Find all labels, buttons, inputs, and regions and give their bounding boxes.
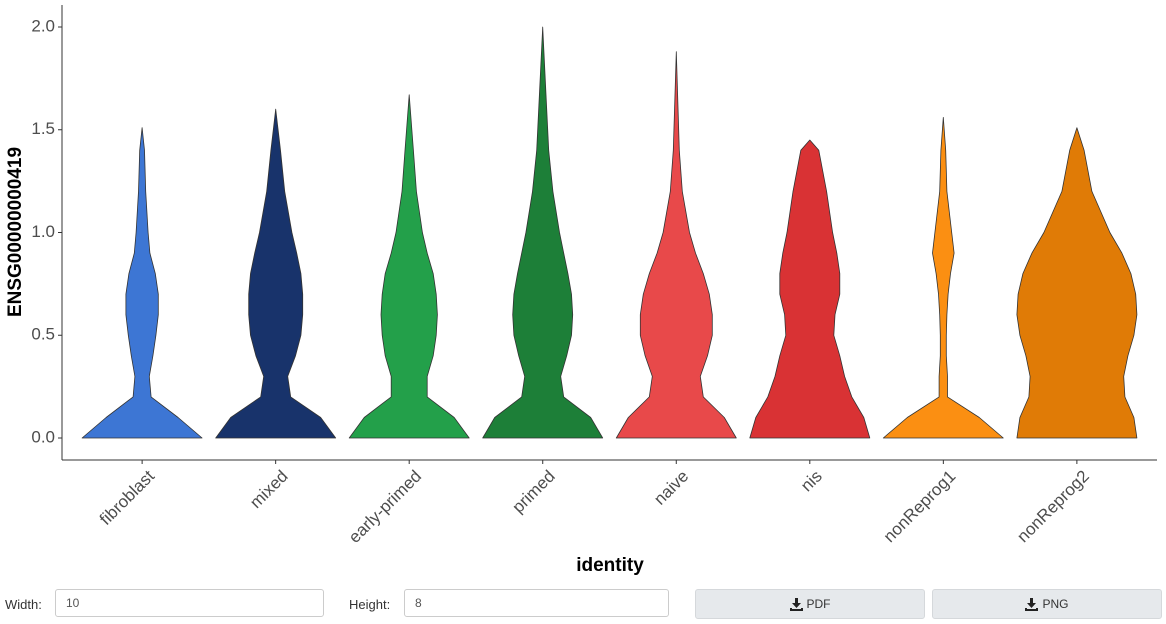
violin bbox=[348, 94, 470, 439]
violin bbox=[81, 127, 203, 439]
pdf-label: PDF bbox=[806, 597, 831, 611]
violin bbox=[1016, 127, 1138, 439]
y-tick-label: 0.0 bbox=[31, 427, 55, 446]
width-label: Width: bbox=[5, 596, 42, 612]
width-input[interactable]: 10 bbox=[55, 589, 324, 617]
download-icon bbox=[789, 597, 803, 611]
download-icon bbox=[1025, 597, 1039, 611]
x-tick-label: primed bbox=[509, 467, 559, 517]
chart: identity ENSG00000000419 0.0 0.5 1.0 1.5 2.0… bbox=[5, 5, 1157, 576]
y-tick-label: 2.0 bbox=[31, 16, 55, 35]
png-button[interactable]: PNG bbox=[932, 589, 1162, 619]
y-axis-label: ENSG00000000419 bbox=[5, 147, 26, 317]
violin bbox=[215, 108, 337, 439]
x-tick-label: nonReprog1 bbox=[880, 467, 960, 547]
x-tick-label: fibroblast bbox=[96, 466, 158, 528]
x-tick-label: mixed bbox=[246, 467, 292, 513]
x-tick-label: nis bbox=[797, 467, 826, 496]
violin bbox=[615, 51, 737, 439]
violin bbox=[882, 117, 1004, 439]
x-axis-label: identity bbox=[576, 555, 644, 576]
height-label: Height: bbox=[349, 596, 391, 612]
violin bbox=[482, 26, 604, 439]
y-tick-label: 1.0 bbox=[31, 222, 55, 241]
png-label: PNG bbox=[1042, 597, 1069, 611]
violin bbox=[749, 139, 871, 439]
pdf-button[interactable]: PDF bbox=[695, 589, 925, 619]
x-tick-label: nonReprog2 bbox=[1013, 467, 1093, 547]
x-tick-label: naive bbox=[650, 467, 692, 509]
height-input[interactable]: 8 bbox=[404, 589, 669, 617]
x-tick-label: early-primed bbox=[345, 467, 425, 547]
y-tick-label: 1.5 bbox=[31, 119, 55, 138]
y-tick-label: 0.5 bbox=[31, 325, 55, 344]
